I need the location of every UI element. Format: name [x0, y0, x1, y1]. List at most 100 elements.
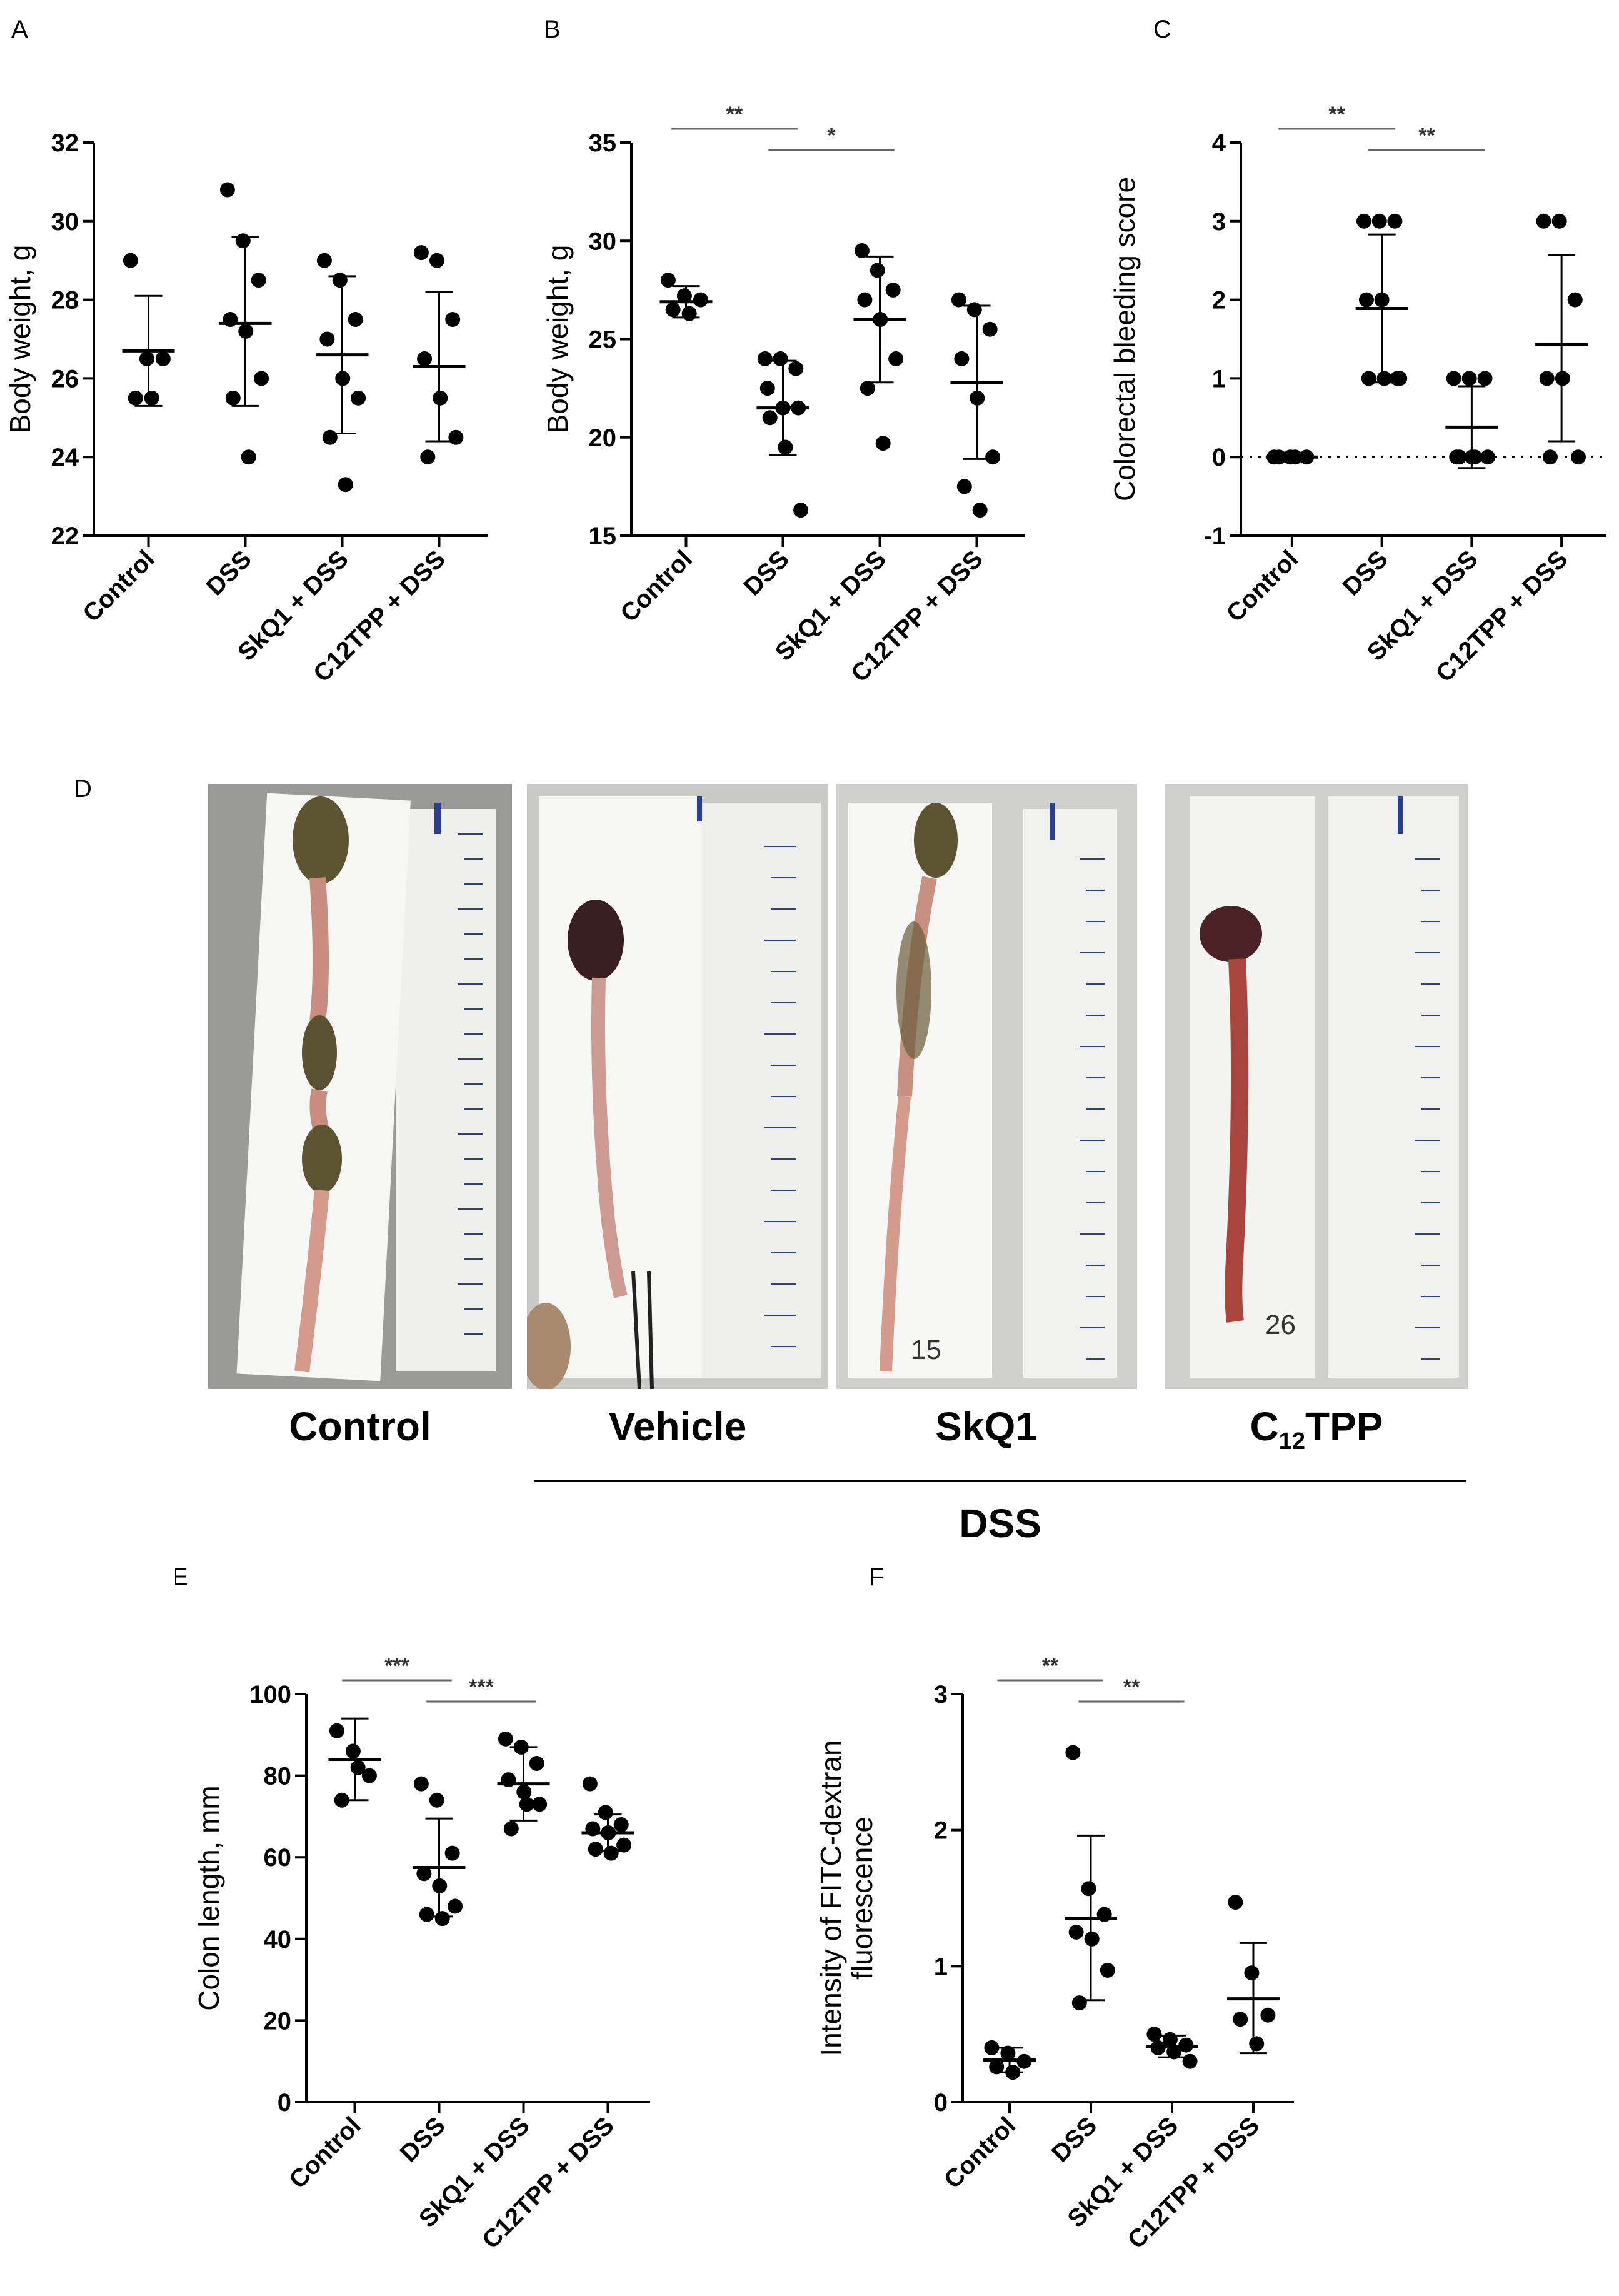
data-point — [757, 351, 773, 366]
significance-label: *** — [469, 1675, 494, 1699]
data-point — [338, 477, 353, 493]
data-point — [417, 351, 433, 366]
category-label: DSS — [395, 2112, 451, 2167]
data-point — [254, 371, 269, 386]
data-point — [956, 479, 972, 494]
data-point — [870, 263, 885, 278]
data-point — [1542, 449, 1558, 465]
data-point — [155, 351, 171, 366]
data-point — [1446, 371, 1461, 386]
data-point — [857, 292, 873, 308]
data-point — [433, 390, 448, 406]
data-point — [1480, 449, 1496, 465]
data-point — [788, 361, 804, 376]
caption-c12tpp: C12TPP — [1250, 1404, 1383, 1455]
y-tick-label: 28 — [51, 287, 79, 314]
data-point — [1477, 371, 1493, 386]
data-point — [1371, 213, 1387, 229]
category-label: Control — [615, 545, 698, 628]
data-point — [860, 381, 875, 396]
data-point — [1555, 371, 1570, 386]
data-point — [144, 390, 159, 406]
data-point — [444, 1845, 460, 1861]
panel-label-e: E — [175, 1563, 188, 1591]
photo-vehicle — [527, 784, 828, 1389]
data-point — [613, 1817, 629, 1832]
y-tick-label: 100 — [249, 1681, 291, 1708]
data-point — [582, 1776, 598, 1792]
data-point — [1084, 1931, 1100, 1947]
photo-number: 15 — [911, 1335, 941, 1365]
data-point — [665, 302, 681, 318]
data-point — [503, 1821, 519, 1837]
y-axis-label: Body weight, g — [4, 245, 36, 434]
photo-skq1: 15 — [836, 784, 1137, 1389]
y-tick-label: 3 — [1212, 208, 1226, 236]
photo-control — [208, 784, 512, 1389]
significance-label: * — [827, 124, 836, 148]
data-point — [1249, 2036, 1265, 2052]
data-point — [1100, 1962, 1115, 1978]
data-point — [989, 2059, 1005, 2075]
data-point — [588, 1842, 603, 1857]
data-point — [413, 245, 429, 261]
data-point — [329, 1723, 344, 1738]
y-tick-label: 1 — [1212, 365, 1226, 393]
y-tick-label: 30 — [51, 208, 79, 236]
panel-label-c: C — [1153, 16, 1171, 43]
data-point — [419, 1907, 434, 1922]
data-point — [762, 410, 778, 426]
y-tick-label: 35 — [589, 129, 617, 157]
y-tick-label: 2 — [934, 1817, 948, 1845]
data-point — [332, 273, 348, 288]
data-point — [954, 351, 970, 366]
data-point — [1567, 292, 1583, 308]
significance-label: ** — [1042, 1654, 1059, 1678]
data-point — [985, 449, 1001, 465]
data-point — [361, 1768, 377, 1783]
caption-vehicle: Vehicle — [608, 1404, 747, 1449]
significance-label: *** — [384, 1654, 409, 1678]
data-point — [1182, 2053, 1198, 2069]
y-tick-label: -1 — [1203, 523, 1226, 550]
y-tick-label: 25 — [589, 326, 617, 354]
y-tick-label: 40 — [264, 1926, 292, 1953]
data-point — [348, 312, 363, 328]
data-point — [429, 1792, 444, 1808]
dss-group-line — [534, 1480, 1466, 1482]
y-tick-label: 0 — [934, 2089, 948, 2117]
data-point — [529, 1756, 544, 1772]
data-point — [429, 253, 445, 268]
caption-control: Control — [289, 1404, 431, 1449]
data-point — [219, 182, 235, 198]
data-point — [885, 282, 901, 298]
data-point — [1467, 449, 1483, 465]
data-point — [1233, 2012, 1248, 2027]
data-point — [603, 1845, 619, 1861]
y-tick-label: 60 — [264, 1844, 292, 1872]
data-point — [448, 429, 464, 445]
y-tick-label: 20 — [589, 424, 617, 452]
data-point — [676, 288, 692, 304]
category-label: Control — [284, 2112, 366, 2194]
data-point — [972, 503, 988, 518]
data-point — [1392, 371, 1408, 386]
y-tick-label: 15 — [589, 523, 617, 550]
chart-bleeding-score: C -1 0 1 2 3 4 Colorectal bleeding score Control… — [1108, 16, 1606, 688]
data-point — [1376, 371, 1392, 386]
data-point — [598, 1805, 613, 1820]
data-point — [448, 1898, 463, 1914]
data-point — [1356, 213, 1372, 229]
data-point — [1387, 213, 1403, 229]
photo-number: 26 — [1265, 1310, 1296, 1340]
data-point — [778, 439, 793, 455]
y-axis-label: Colorectal bleeding score — [1108, 177, 1141, 501]
data-point — [434, 1911, 450, 1927]
category-label: DSS — [739, 545, 794, 601]
category-label: Control — [1221, 545, 1304, 628]
data-point — [413, 1776, 429, 1792]
data-point — [235, 233, 251, 249]
data-point — [660, 273, 676, 288]
